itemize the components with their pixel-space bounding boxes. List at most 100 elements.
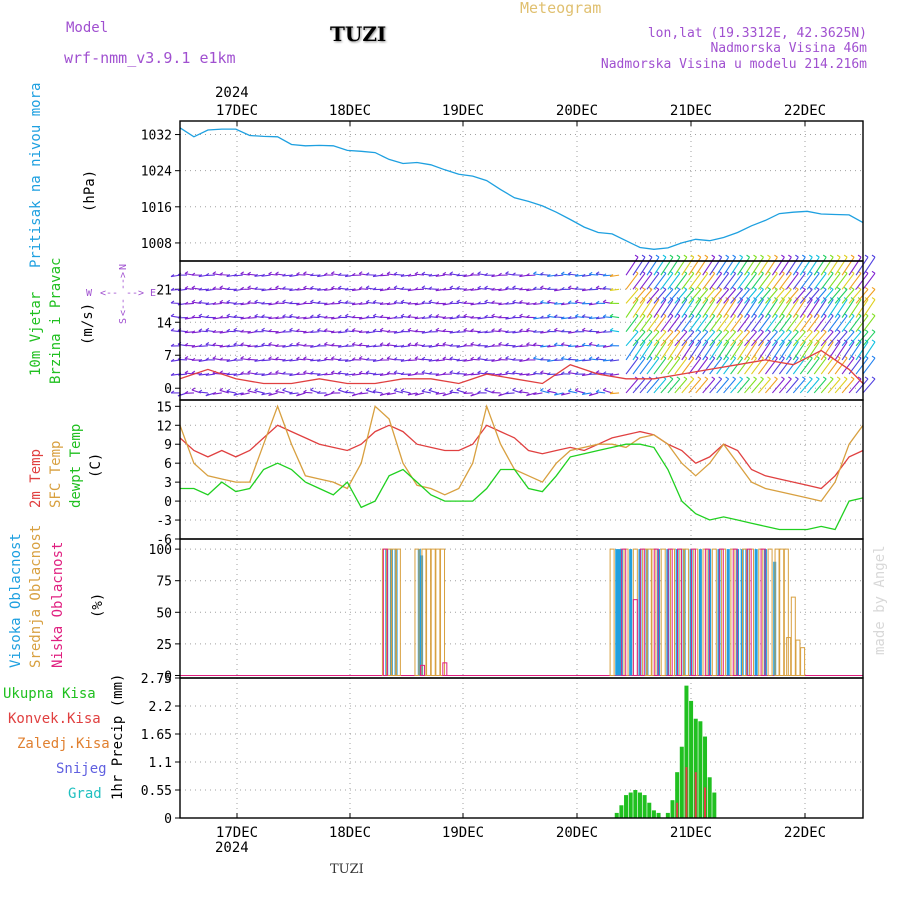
- wind-arrow: [261, 274, 271, 277]
- wind-arrow-head: [781, 329, 785, 333]
- precip-bar-konvek-kisa: [694, 772, 697, 818]
- wind-arrow-head: [588, 328, 593, 332]
- wind-arrow: [610, 392, 620, 395]
- wind-arrow-head: [463, 327, 468, 331]
- wind-arrow-head: [449, 356, 454, 360]
- wind-arrow: [526, 373, 536, 376]
- wind-arrow: [240, 344, 250, 347]
- wind-arrow-head: [310, 285, 314, 289]
- wind-arrow-head: [379, 372, 384, 376]
- wind-arrow-head: [602, 329, 607, 333]
- wind-arrow: [848, 341, 862, 361]
- wind-arrow-head: [421, 388, 426, 392]
- wind-arrow-head: [456, 285, 461, 289]
- wind-arrow: [723, 378, 737, 394]
- cloud-bar-low: [639, 548, 645, 676]
- wind-arrow: [632, 341, 646, 361]
- wind-arrow: [730, 289, 743, 304]
- wind-arrow: [820, 299, 834, 318]
- wind-arrow: [226, 390, 236, 394]
- wind-arrow-head: [491, 313, 495, 317]
- wind-arrow: [744, 272, 757, 290]
- wind-arrow: [744, 357, 757, 375]
- wind-arrow-head: [463, 373, 468, 376]
- x-tick-label-top: 22DEC: [784, 103, 826, 119]
- wind-arrow: [730, 378, 743, 394]
- wind-arrow-head: [634, 329, 639, 333]
- wind-arrow: [456, 331, 466, 333]
- wind-arrow-head: [788, 286, 792, 290]
- wind-arrow: [519, 345, 529, 348]
- y-tick-label: 2.75: [141, 672, 172, 687]
- wind-arrow-head: [655, 329, 660, 333]
- cloud-bar-mid: [800, 647, 806, 676]
- wind-arrow-head: [843, 286, 848, 290]
- wind-arrow: [212, 344, 222, 347]
- wind-arrow-head: [547, 328, 551, 332]
- wind-arrow: [435, 359, 445, 362]
- wind-arrow-head: [533, 370, 537, 374]
- wind-arrow: [855, 331, 869, 347]
- wind-arrow: [547, 390, 557, 394]
- wind-arrow-head: [317, 274, 321, 278]
- precip-bar-konvek-kisa: [704, 787, 707, 818]
- wind-arrow-head: [739, 254, 743, 258]
- wind-arrow-head: [574, 273, 579, 277]
- wind-arrow: [554, 274, 564, 277]
- wind-arrow-head: [760, 254, 764, 258]
- wind-arrow-head: [365, 315, 370, 319]
- wind-arrow: [646, 341, 660, 361]
- wind-arrow-head: [386, 356, 391, 359]
- wind-arrow-head: [533, 286, 537, 290]
- wind-arrow: [723, 256, 737, 276]
- wind-arrow: [751, 378, 764, 394]
- wind-arrow-head: [379, 393, 384, 396]
- wind-arrow: [533, 372, 543, 375]
- wind-arrow-head: [268, 271, 272, 275]
- wind-arrow: [463, 274, 473, 278]
- wind-arrow: [317, 329, 327, 333]
- wind-arrow-head: [609, 300, 614, 304]
- wind-arrow: [428, 315, 438, 319]
- wind-arrow-head: [519, 344, 523, 348]
- wind-arrow: [751, 299, 764, 318]
- wind-arrow-head: [547, 273, 551, 277]
- wind-arrow: [463, 359, 473, 362]
- wind-arrow-head: [505, 370, 509, 374]
- wind-arrow: [834, 299, 848, 318]
- wind-arrow: [646, 289, 660, 304]
- precip-bar-ukupna-kisa: [689, 700, 694, 818]
- wind-arrow-head: [191, 357, 196, 361]
- wind-arrow: [723, 315, 737, 333]
- wind-arrow: [723, 272, 737, 290]
- wind-arrow-head: [581, 358, 586, 362]
- wind-arrow-head: [372, 313, 377, 317]
- wind-arrow-head: [774, 329, 778, 333]
- wind-arrow: [449, 358, 459, 361]
- wind-arrow-head: [358, 286, 363, 290]
- wind-arrow-head: [574, 358, 579, 362]
- wind-arrow: [820, 272, 834, 290]
- wind-arrow-head: [282, 329, 286, 333]
- wind-arrow: [491, 302, 501, 304]
- wind-arrow: [303, 316, 313, 320]
- wind-arrow-head: [212, 391, 217, 395]
- wind-arrow-head: [655, 286, 660, 290]
- wind-arrow-head: [289, 273, 293, 277]
- x-tick-label-top: 18DEC: [329, 103, 371, 119]
- wind-arrow: [660, 341, 674, 361]
- wind-arrow-head: [554, 273, 558, 277]
- wind-arrow: [540, 389, 550, 394]
- wind-arrow: [484, 287, 494, 290]
- wind-arrow: [848, 378, 862, 394]
- cloud-bar-mid: [786, 637, 792, 676]
- wind-arrow-head: [669, 286, 674, 290]
- wind-arrow-head: [690, 376, 695, 380]
- wind-arrow: [373, 330, 383, 333]
- x-tick-label-bottom: 22DEC: [784, 825, 826, 841]
- wind-arrow-head: [815, 376, 820, 380]
- wind-arrow: [639, 357, 653, 375]
- wind-arrow-head: [477, 316, 481, 320]
- wind-arrow-head: [732, 286, 736, 290]
- wind-arrow-head: [547, 299, 551, 303]
